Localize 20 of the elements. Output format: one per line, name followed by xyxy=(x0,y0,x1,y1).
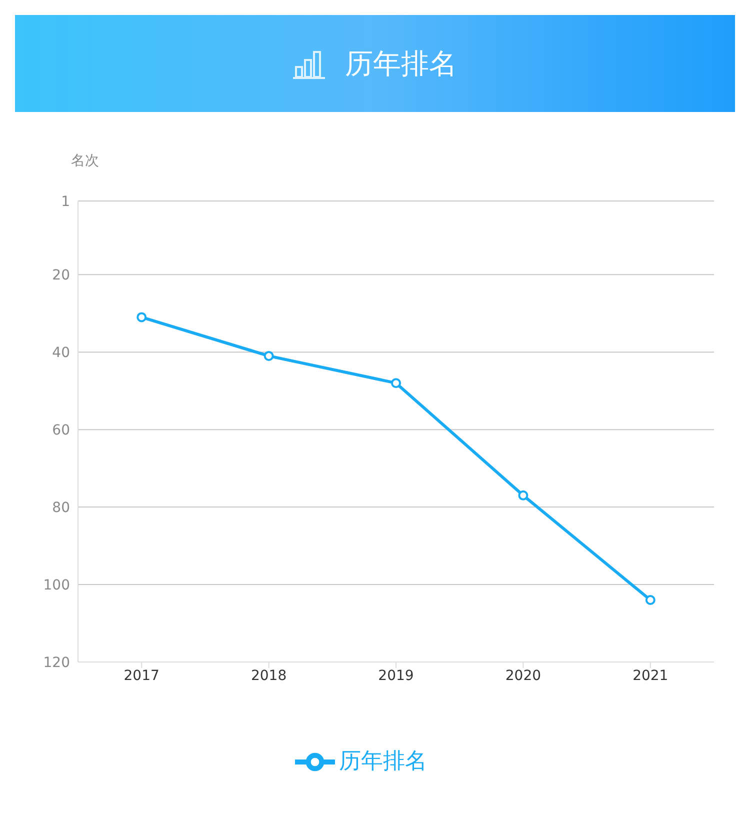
y-tick-label: 1 xyxy=(61,194,70,210)
y-axis-title: 名次 xyxy=(71,152,99,170)
x-tick-label: 2021 xyxy=(632,668,668,684)
x-tick-label: 2018 xyxy=(250,668,287,684)
y-tick-label: 40 xyxy=(52,345,70,362)
x-tick-label: 2019 xyxy=(378,668,414,684)
x-tick-label: 2017 xyxy=(124,668,160,684)
point xyxy=(136,312,147,322)
y-tick-label: 80 xyxy=(52,500,70,516)
point xyxy=(518,490,528,500)
point xyxy=(264,350,274,361)
legend-label: 历年排名 xyxy=(339,749,427,774)
y-tick-label: 120 xyxy=(43,654,70,671)
point xyxy=(391,378,401,388)
chart-title: 历年排名 xyxy=(345,46,457,82)
point xyxy=(645,595,656,606)
x-tick-label: 2020 xyxy=(505,668,542,684)
y-tick-label: 60 xyxy=(52,422,70,439)
y-tick-label: 100 xyxy=(43,577,70,594)
y-tick-label: 20 xyxy=(52,268,70,284)
